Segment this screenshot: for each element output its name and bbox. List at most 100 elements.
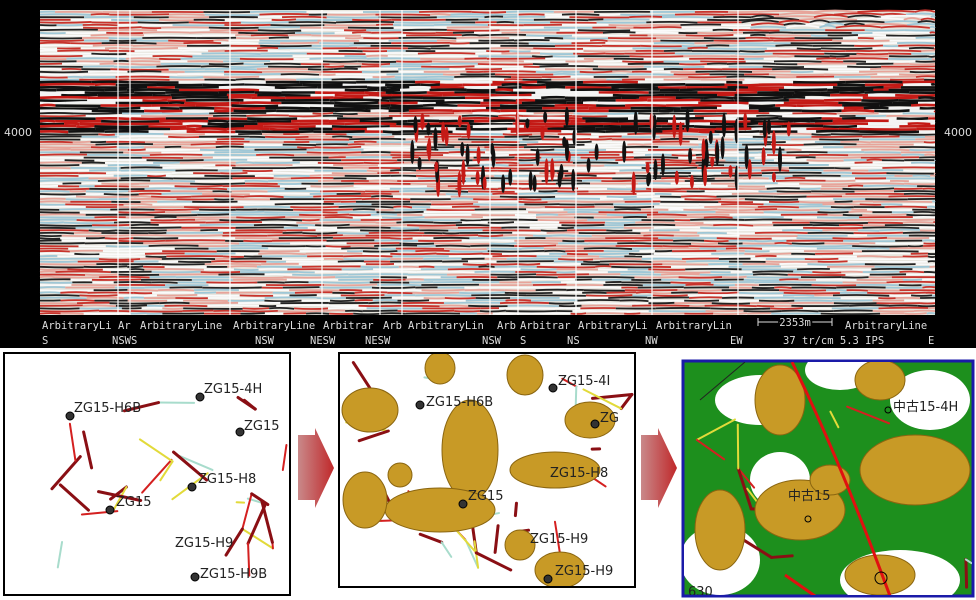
- fracture: [241, 492, 253, 530]
- seismic-trace: [418, 265, 435, 268]
- seismic-trace: [227, 95, 252, 100]
- geobody: [509, 451, 601, 489]
- seismic-trace: [385, 91, 427, 95]
- seismic-trace: [39, 289, 94, 292]
- seismic-trace: [273, 177, 292, 180]
- seismic-trace: [280, 73, 320, 76]
- seismic-trace: [88, 70, 128, 73]
- seismic-trace: [774, 241, 792, 245]
- seismic-trace: [575, 276, 635, 279]
- seismic-trace: [690, 218, 745, 221]
- seismic-trace: [242, 169, 273, 173]
- seismic-trace: [629, 15, 663, 19]
- seismic-trace: [361, 62, 391, 66]
- seismic-trace: [725, 247, 763, 250]
- seismic-event: [543, 111, 548, 123]
- seismic-trace: [213, 109, 234, 113]
- seismic-trace: [841, 42, 898, 45]
- seismic-trace: [784, 148, 802, 152]
- seismic-trace: [869, 49, 922, 53]
- seismic-trace: [81, 182, 102, 185]
- seismic-trace: [99, 275, 150, 279]
- seismic-trace: [417, 101, 436, 105]
- seismic-trace: [761, 169, 790, 172]
- seismic-trace: [274, 202, 334, 206]
- line-label: ArbitraryLin: [656, 320, 732, 332]
- seismic-trace: [492, 312, 520, 315]
- seismic-trace: [857, 33, 887, 37]
- seismic-trace: [222, 231, 283, 234]
- seismic-trace: [156, 65, 201, 68]
- seismic-trace: [153, 161, 180, 164]
- seismic-trace: [750, 119, 794, 123]
- seismic-trace: [465, 299, 506, 302]
- seismic-event: [689, 175, 694, 189]
- seismic-trace: [879, 228, 921, 232]
- seismic-trace: [498, 114, 524, 117]
- seismic-trace: [455, 224, 490, 227]
- seismic-trace: [306, 151, 362, 154]
- seismic-trace: [805, 22, 826, 26]
- seismic-trace: [880, 25, 931, 29]
- seismic-trace: [243, 143, 283, 147]
- seismic-trace: [901, 153, 925, 156]
- seismic-trace: [190, 182, 246, 186]
- seismic-trace: [212, 190, 232, 193]
- seismic-trace: [875, 242, 924, 245]
- seismic-trace: [292, 164, 334, 167]
- seismic-trace: [705, 309, 744, 313]
- seismic-trace: [785, 141, 815, 144]
- seismic-trace: [832, 119, 889, 123]
- seismic-trace: [193, 18, 225, 22]
- seismic-trace: [39, 213, 86, 216]
- geobody: [754, 364, 806, 436]
- seismic-trace: [354, 291, 388, 294]
- seismic-event: [501, 174, 506, 193]
- seismic-trace: [499, 301, 549, 305]
- seismic-trace: [362, 252, 391, 256]
- seismic-event: [571, 168, 576, 192]
- seismic-trace: [269, 307, 295, 310]
- seismic-trace: [502, 67, 546, 71]
- seismic-event: [771, 130, 776, 155]
- fault-line: [784, 573, 816, 595]
- seismic-trace: [806, 127, 839, 131]
- seismic-trace: [558, 304, 582, 308]
- seismic-trace: [931, 294, 936, 297]
- seismic-trace: [539, 65, 599, 68]
- seismic-trace: [267, 234, 318, 237]
- seismic-trace: [76, 195, 135, 199]
- seismic-trace: [39, 124, 77, 128]
- seismic-trace: [343, 258, 391, 261]
- seismic-trace: [780, 265, 828, 268]
- seismic-trace: [150, 218, 179, 222]
- seismic-trace: [703, 116, 738, 121]
- seismic-trace: [587, 252, 629, 255]
- seismic-trace: [331, 172, 378, 175]
- seismic-trace: [776, 192, 822, 195]
- seismic-trace: [90, 145, 117, 149]
- seismic-event: [674, 170, 679, 185]
- seismic-trace: [599, 255, 625, 258]
- seismic-trace: [152, 54, 193, 58]
- seismic-trace: [348, 44, 371, 47]
- seismic-trace: [526, 143, 564, 146]
- seismic-trace: [133, 195, 152, 198]
- seismic-trace: [125, 57, 160, 61]
- seismic-trace: [39, 91, 85, 95]
- seismic-trace: [643, 143, 699, 146]
- seismic-trace: [803, 250, 862, 253]
- seismic-trace: [389, 99, 445, 103]
- seismic-trace: [430, 85, 465, 90]
- direction-label: S: [42, 335, 48, 347]
- blank-area: [890, 370, 970, 430]
- seismic-trace: [847, 65, 882, 69]
- seismic-trace: [646, 187, 682, 191]
- seismic-trace: [67, 75, 84, 79]
- seismic-trace: [317, 161, 364, 165]
- seismic-trace: [697, 31, 744, 35]
- seismic-trace: [39, 13, 91, 16]
- seismic-trace: [833, 12, 883, 16]
- seismic-trace: [513, 221, 560, 224]
